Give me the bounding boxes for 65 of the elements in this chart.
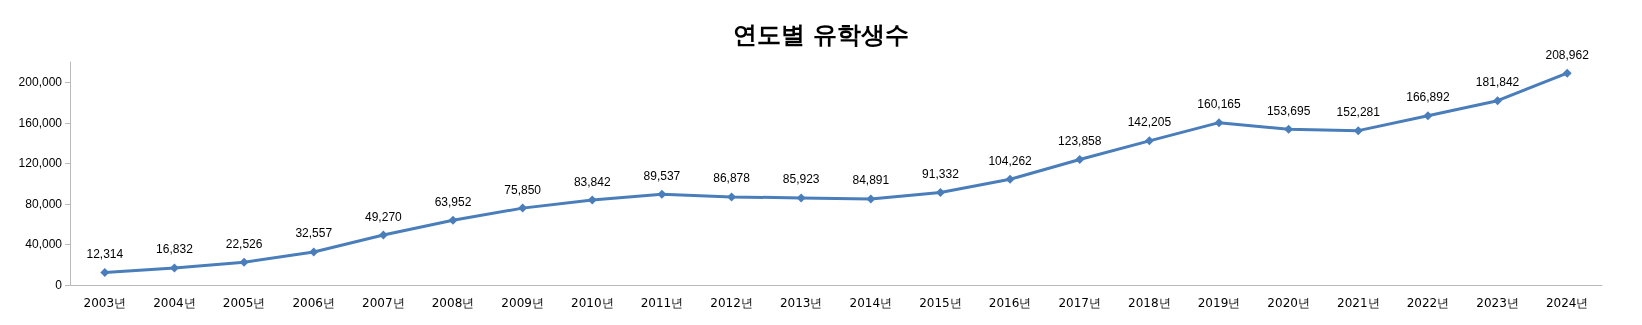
data-label: 91,332 xyxy=(922,166,960,181)
x-tick-label: 2022년 xyxy=(1406,296,1450,310)
data-label: 12,314 xyxy=(86,247,124,262)
y-tick-label: 120,000 xyxy=(18,156,63,171)
data-label: 166,892 xyxy=(1406,90,1450,105)
y-tick-label: 80,000 xyxy=(25,196,63,211)
point xyxy=(1423,111,1433,121)
x-tick-label: 2011년 xyxy=(640,296,684,310)
point xyxy=(1493,96,1503,106)
point xyxy=(309,247,319,257)
data-label: 75,850 xyxy=(504,182,542,197)
y-tick-label: 0 xyxy=(55,278,63,292)
point xyxy=(1075,154,1085,164)
chart-title: 연도별 유학생수 xyxy=(732,21,910,49)
x-tick-label: 2008년 xyxy=(431,296,475,310)
x-tick-label: 2018년 xyxy=(1128,296,1171,310)
x-tick-label: 2023년 xyxy=(1476,296,1519,310)
data-label: 63,952 xyxy=(434,194,472,209)
point xyxy=(378,230,388,240)
x-tick-label: 2024년 xyxy=(1545,296,1589,310)
point xyxy=(796,193,806,203)
x-tick-label: 2015년 xyxy=(919,296,962,310)
data-label: 153,695 xyxy=(1266,103,1311,118)
data-label: 86,878 xyxy=(713,171,751,186)
y-tick-label: 40,000 xyxy=(25,237,63,252)
x-tick-label: 2010년 xyxy=(571,296,614,310)
data-label: 16,832 xyxy=(156,242,194,257)
y-tick-label: 160,000 xyxy=(18,115,63,130)
x-tick-label: 2013년 xyxy=(779,296,823,310)
point xyxy=(1214,118,1224,128)
x-tick-label: 2019년 xyxy=(1197,296,1241,310)
data-label: 181,842 xyxy=(1475,75,1520,90)
data-label: 85,923 xyxy=(782,172,820,187)
x-tick-label: 2006년 xyxy=(292,296,335,310)
point xyxy=(1144,136,1154,146)
data-label: 84,891 xyxy=(852,173,890,188)
point xyxy=(100,268,110,278)
x-tick-label: 2020년 xyxy=(1267,296,1310,310)
data-label: 152,281 xyxy=(1336,105,1381,120)
data-label: 123,858 xyxy=(1058,133,1102,148)
x-tick-label: 2009년 xyxy=(501,296,544,310)
data-label: 104,262 xyxy=(988,153,1033,168)
x-tick-label: 2016년 xyxy=(988,296,1032,310)
point xyxy=(935,187,945,197)
point xyxy=(448,215,458,225)
point xyxy=(1562,68,1572,78)
y-tick-label: 200,000 xyxy=(18,75,63,90)
x-tick-label: 2017년 xyxy=(1058,296,1101,310)
x-tick-label: 2007년 xyxy=(362,296,405,310)
data-label: 83,842 xyxy=(573,174,611,189)
x-tick-label: 2021년 xyxy=(1337,296,1380,310)
data-label: 32,557 xyxy=(295,226,333,241)
x-tick-label: 2014년 xyxy=(849,296,893,310)
point xyxy=(1005,174,1015,184)
data-label: 89,537 xyxy=(643,168,681,183)
x-tick-label: 2012년 xyxy=(710,296,753,310)
data-label: 49,270 xyxy=(365,209,403,224)
x-tick-label: 2003년 xyxy=(83,296,127,310)
point xyxy=(866,194,876,204)
x-tick-label: 2005년 xyxy=(222,296,266,310)
data-label: 160,165 xyxy=(1197,97,1242,112)
x-tick-label: 2004년 xyxy=(153,296,196,310)
data-label: 22,526 xyxy=(225,236,263,251)
data-label: 208,962 xyxy=(1545,47,1590,62)
data-label: 142,205 xyxy=(1127,115,1172,130)
